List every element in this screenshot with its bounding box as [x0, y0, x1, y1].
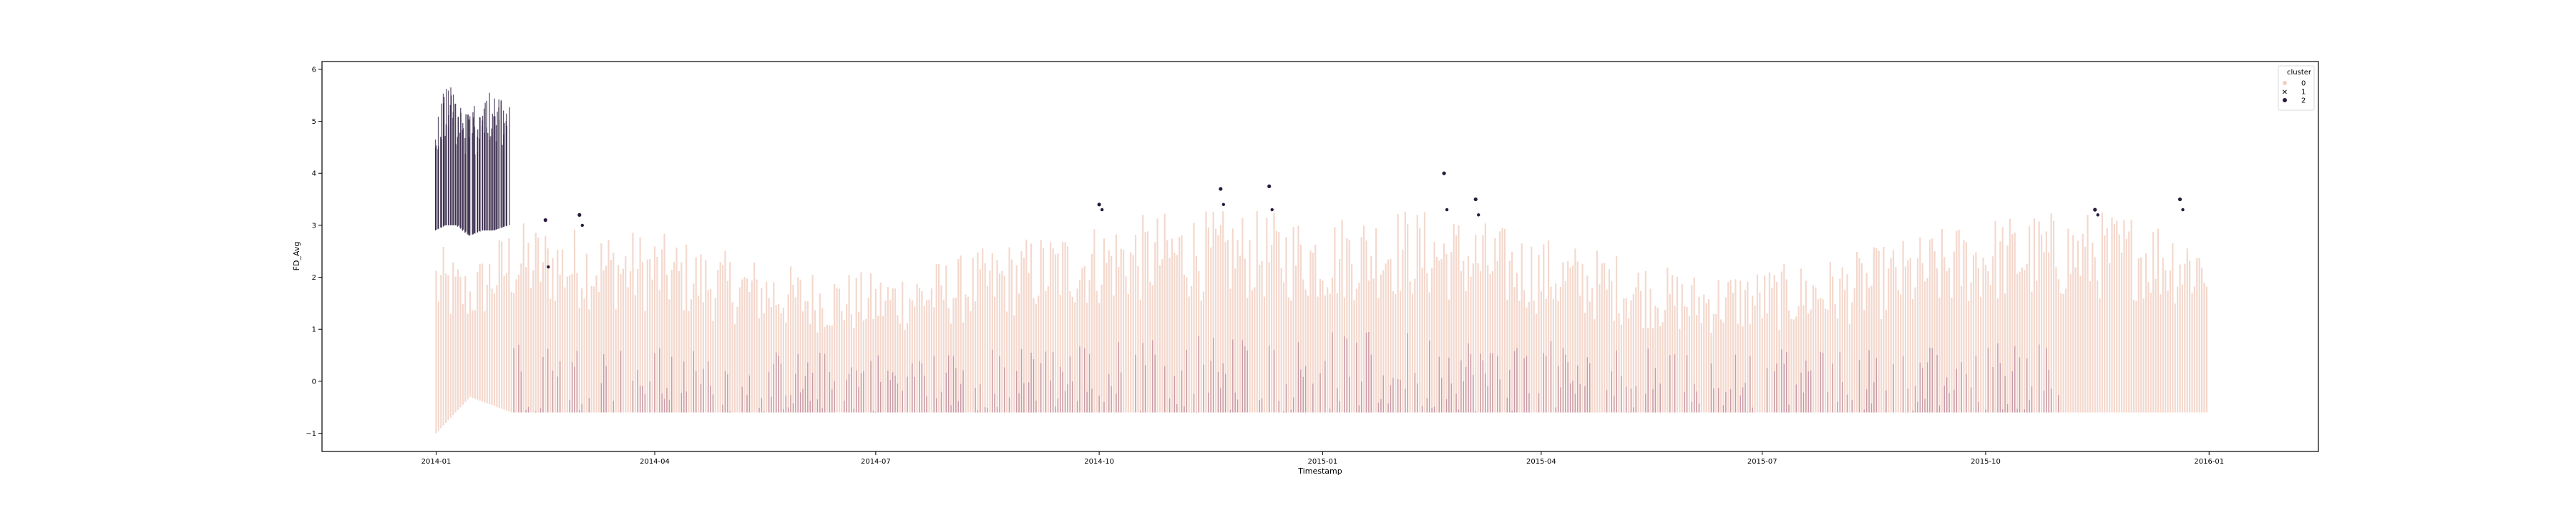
legend-label: 2 — [2301, 97, 2306, 105]
legend-label: 1 — [2301, 89, 2306, 97]
cluster-2-point — [580, 223, 584, 228]
y-tick-label: 1 — [312, 326, 316, 334]
x-tick-label: 2015-10 — [1971, 458, 2001, 466]
x-axis-label: Timestamp — [1297, 466, 1342, 476]
y-tick-label: −1 — [306, 430, 316, 438]
legend-title: cluster — [2287, 69, 2312, 77]
cluster-2-point — [1477, 213, 1480, 217]
x-tick-label: 2014-04 — [640, 458, 670, 466]
x-tick-label: 2014-01 — [421, 458, 452, 466]
legend-box — [2278, 65, 2315, 111]
cluster-2-point — [1267, 184, 1272, 188]
x-tick-label: 2014-10 — [1084, 458, 1114, 466]
cluster-2-point — [547, 265, 550, 269]
cluster-2-point — [1473, 197, 1478, 202]
cluster-2-point — [2177, 197, 2182, 202]
x-tick-label: 2015-04 — [1526, 458, 1556, 466]
cluster-2-point — [2096, 213, 2099, 217]
cluster-2-point — [1219, 187, 1223, 191]
y-tick-label: 5 — [312, 118, 316, 126]
data-layer — [434, 87, 2207, 434]
legend-label: 0 — [2301, 80, 2306, 88]
cluster-2-point — [2181, 207, 2185, 212]
x-tick-label: 2015-07 — [1747, 458, 1777, 466]
x-tick-label: 2015-01 — [1307, 458, 1337, 466]
x-axis: 2014-01 2014-04 2014-07 2014-10 2015-01 2015-… — [421, 451, 2224, 466]
cluster-2-point — [1445, 207, 1449, 212]
y-axis-label: FD_Avg — [292, 242, 301, 271]
cluster-2-point — [1270, 207, 1274, 212]
legend-marker — [2283, 81, 2287, 85]
cluster-2-point — [1221, 202, 1226, 207]
x-tick-label: 2016-01 — [2194, 458, 2224, 466]
cluster-2-point — [543, 218, 547, 223]
x-tick-label: 2014-07 — [861, 458, 891, 466]
cluster-2-point — [2093, 207, 2097, 212]
series-2 — [434, 87, 2185, 269]
plot-frame — [321, 61, 2319, 452]
cluster-2-point — [1100, 207, 1104, 212]
y-tick-label: 3 — [312, 222, 316, 230]
legend-marker-x: ✕ — [2282, 89, 2288, 97]
y-tick-label: 6 — [312, 66, 316, 74]
cluster-2-point — [1097, 202, 1101, 207]
legend-entries: 0 ✕ 12 — [2282, 80, 2306, 105]
y-axis: −1 0 1 2 3 4 5 6 — [306, 66, 322, 438]
cluster-2-point — [1442, 171, 1446, 175]
y-tick-label: 2 — [312, 274, 316, 282]
y-tick-label: 0 — [312, 378, 316, 386]
series-1 — [513, 332, 2059, 413]
legend-marker — [2283, 98, 2287, 102]
cluster-2-point — [577, 212, 582, 217]
y-tick-label: 4 — [312, 170, 316, 178]
legend: cluster 0 ✕ 12 — [2278, 65, 2315, 111]
